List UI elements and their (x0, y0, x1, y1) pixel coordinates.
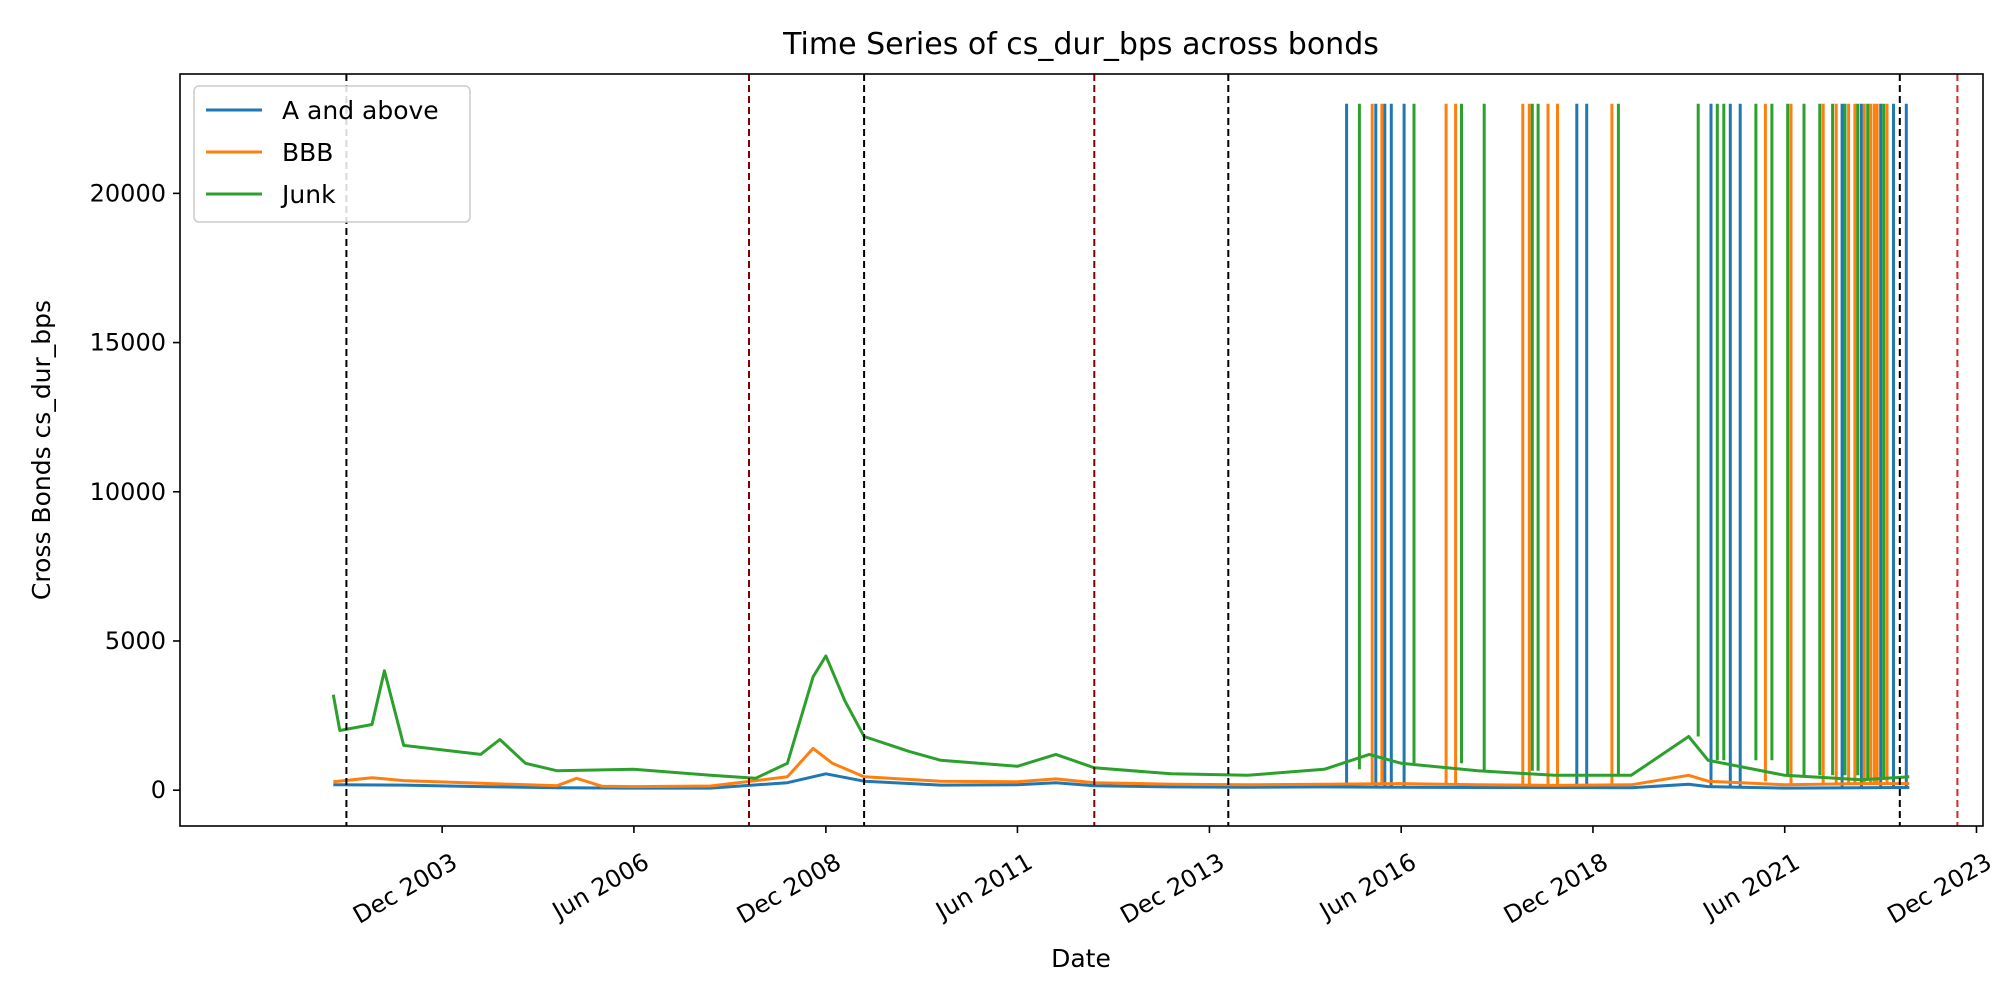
plot-frame (179, 73, 1984, 827)
y-tick-label-0: 0 (151, 776, 166, 804)
y-tick-label-4: 20000 (90, 179, 166, 207)
series-line-bbb (333, 746, 1910, 789)
legend-box (193, 85, 471, 223)
y-tick-label-1: 5000 (105, 627, 166, 655)
legend-label-a-and-above: A and above (282, 96, 439, 125)
plot-area (331, 74, 1959, 826)
series-layer (331, 103, 1910, 790)
x-axis-label: Date (1051, 944, 1111, 973)
y-tick-label-3: 15000 (90, 329, 166, 357)
series-line-a-and-above (333, 772, 1910, 790)
series-line-junk (331, 654, 1910, 782)
y-axis: 0 5000 10000 15000 20000 (90, 179, 180, 804)
legend: A and above BBB Junk (193, 85, 471, 223)
y-axis-label: Cross Bonds cs_dur_bps (27, 300, 56, 600)
chart-title: Time Series of cs_dur_bps across bonds (782, 27, 1379, 62)
legend-label-bbb: BBB (282, 138, 333, 167)
y-tick-label-2: 10000 (90, 478, 166, 506)
legend-label-junk: Junk (280, 180, 336, 209)
